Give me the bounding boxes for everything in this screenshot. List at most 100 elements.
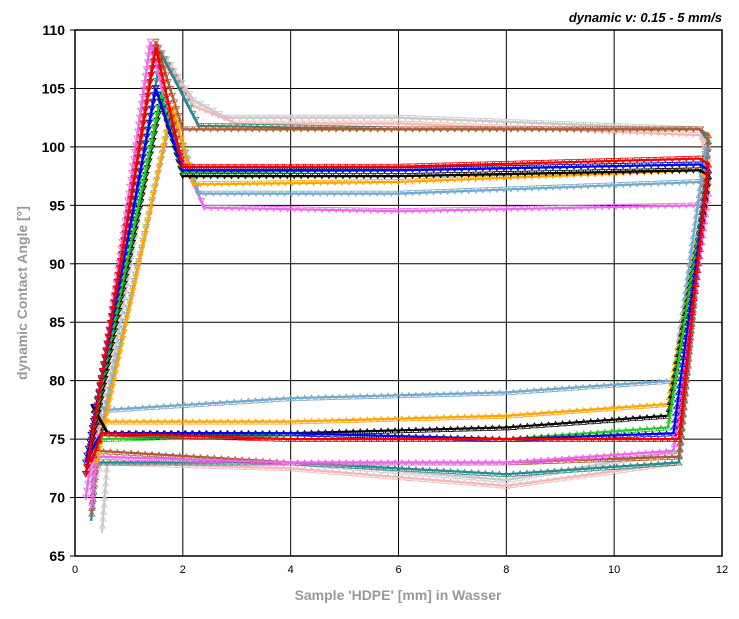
data-point-marker [168,432,176,439]
data-point-marker [173,80,181,87]
data-point-marker [335,459,344,466]
data-point-marker [331,120,339,127]
series-line-red [84,47,710,475]
data-point-marker [694,259,702,266]
data-point-marker [514,160,522,167]
data-point-marker [238,418,246,425]
data-point-marker [168,418,176,425]
data-point-marker [419,426,427,433]
data-point-marker [121,290,129,297]
data-point-marker [678,333,686,340]
data-point-marker [300,466,309,473]
data-point-marker [661,126,670,133]
data-point-marker [682,333,691,340]
data-point-marker [622,427,630,434]
data-point-marker [356,462,364,470]
data-point-marker [137,100,146,108]
data-point-marker [172,135,181,142]
data-point-marker [373,179,382,186]
data-point-marker [460,435,469,443]
data-point-marker [621,380,629,387]
data-point-marker [626,455,635,462]
data-point-marker [131,168,140,175]
data-point-marker [556,205,564,212]
data-point-marker [277,114,285,121]
data-point-marker [415,115,424,122]
data-point-marker [422,121,431,128]
data-point-marker [199,126,208,133]
data-point-marker [537,421,546,428]
data-point-marker [702,143,710,150]
data-point-marker [363,435,371,443]
data-point-marker [118,282,126,289]
data-point-marker [683,358,691,365]
data-point-marker [682,202,691,209]
data-point-marker [360,163,368,171]
data-point-marker [148,450,156,458]
data-point-marker [86,443,95,450]
data-point-marker [111,292,119,299]
data-point-marker [481,469,490,476]
data-point-marker [231,418,239,425]
data-point-marker [99,368,107,375]
data-point-marker [293,435,302,443]
data-point-marker [387,120,396,127]
data-point-marker [353,207,361,214]
data-point-marker [244,397,253,404]
data-point-marker [668,453,676,460]
data-point-marker [675,388,683,395]
data-point-marker [92,459,101,466]
data-point-marker [325,163,333,171]
data-point-marker [314,460,323,467]
data-point-marker [323,190,331,197]
data-point-marker [124,405,133,412]
data-point-marker [105,430,113,437]
data-point-marker [272,464,281,471]
data-point-marker [563,126,571,133]
data-point-marker [633,168,641,175]
data-point-marker [481,475,490,482]
data-point-marker [242,114,251,121]
data-point-marker [359,179,367,186]
data-point-marker [328,468,337,475]
data-point-marker [120,297,128,304]
data-point-marker [619,456,628,464]
data-point-marker [162,72,170,79]
data-point-marker [213,173,222,180]
data-point-marker [655,378,664,385]
data-point-marker [704,131,713,139]
data-point-marker [356,393,364,400]
data-point-marker [626,435,635,443]
data-point-marker [224,429,232,437]
data-point-marker [115,324,123,331]
data-point-marker [523,387,531,394]
data-point-marker [465,123,473,130]
data-point-marker [384,464,392,471]
series-group [82,38,713,533]
data-point-marker [429,172,438,179]
data-point-marker [598,204,606,211]
data-point-marker [269,126,277,133]
data-point-marker [98,522,107,529]
data-point-marker [665,417,673,424]
data-point-marker [177,156,185,164]
data-point-marker [584,183,592,190]
data-point-marker [446,425,455,432]
data-point-marker [210,418,218,425]
data-point-marker [606,435,614,443]
data-point-marker [342,393,351,400]
data-point-marker [682,365,691,372]
data-point-marker [373,163,382,171]
data-point-marker [149,132,157,139]
data-point-marker [356,416,364,423]
data-point-marker [356,435,364,443]
data-point-marker [128,189,136,196]
data-point-marker [694,198,702,205]
data-point-marker [629,426,637,433]
data-point-marker [636,426,644,433]
data-point-marker [297,126,305,133]
data-point-marker [265,396,274,403]
data-point-marker [112,309,121,316]
data-point-marker [699,210,707,217]
data-point-marker [436,162,445,169]
